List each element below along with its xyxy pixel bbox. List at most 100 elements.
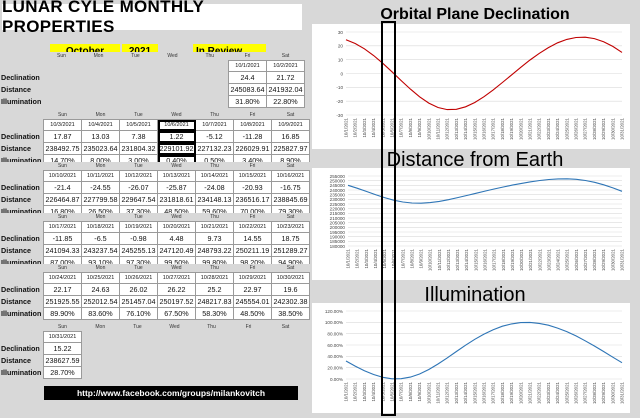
day-name: Sun <box>43 162 82 171</box>
x-tick-label: 10/11/2021 <box>436 381 441 403</box>
date-row: 10/3/2021 10/4/2021 10/5/2021 10/6/2021 10/7… <box>0 119 310 131</box>
day-name: Sat <box>271 162 310 171</box>
declination-cell: 15.22 <box>43 342 82 355</box>
x-tick-label: 10/12/2021 <box>445 381 450 404</box>
y-tick-label: 30 <box>338 30 344 35</box>
declination-cell: -26.07 <box>119 181 158 194</box>
distance-cell <box>230 354 267 367</box>
declination-cell: 22.97 <box>233 283 272 296</box>
y-tick-label: 220000 <box>330 206 346 211</box>
declination-cell: 26.02 <box>119 283 158 296</box>
x-tick-label: 10/8/2021 <box>408 381 413 401</box>
y-tick-label: -20 <box>336 99 343 104</box>
distance-row-label: Distance <box>0 193 44 206</box>
day-name: Sat <box>266 52 305 61</box>
x-tick-label: 10/31/2021 <box>620 381 625 404</box>
illumination-cell <box>154 95 191 108</box>
date-cell: 10/2/2021 <box>266 60 305 72</box>
distance-row-label: Distance <box>0 295 44 308</box>
y-tick-label: 195000 <box>330 230 346 235</box>
x-tick-label: 10/16/2021 <box>482 117 487 140</box>
date-cell <box>81 331 119 343</box>
illumination-cell: 48.50% <box>233 307 272 320</box>
illumination-cell <box>81 366 119 379</box>
y-tick-label: 185000 <box>330 239 346 244</box>
day-name: Wed <box>157 162 196 171</box>
day-names-spacer <box>0 52 43 61</box>
x-tick-label: 10/7/2021 <box>399 381 404 401</box>
distance-cell: 238845.69 <box>271 193 310 206</box>
declination-cell: 21.72 <box>266 71 305 84</box>
date-row: 10/10/2021 10/11/2021 10/12/2021 10/13/2021… <box>0 170 310 182</box>
distance-cell: 241932.04 <box>266 83 305 96</box>
declination-row: Declination -21.4 -24.55 -26.07 -25.87 -24.08… <box>0 181 310 194</box>
date-cell: 10/31/2021 <box>43 331 82 343</box>
date-cell <box>117 60 154 72</box>
x-tick-label: 10/17/2021 <box>491 117 496 140</box>
facebook-url[interactable]: http://www.facebook.com/groups/milankovi… <box>44 386 298 400</box>
day-names-spacer <box>0 111 44 120</box>
day-name: Sat <box>271 213 310 222</box>
declination-cell: 22.17 <box>43 283 82 296</box>
y-tick-label: 250000 <box>330 178 346 183</box>
declination-cell <box>81 342 119 355</box>
distance-cell <box>81 354 119 367</box>
y-tick-label: 245000 <box>330 183 346 188</box>
illumination-cell <box>119 366 156 379</box>
declination-cell: 26.22 <box>157 283 196 296</box>
declination-row-label: Declination <box>0 71 43 84</box>
day-names-spacer <box>0 264 44 273</box>
day-name: Thu <box>195 162 234 171</box>
y-tick-label: 100.00% <box>325 320 343 325</box>
declination-cell <box>267 342 304 355</box>
illumination-chart: 0.00% 20.00% 40.00% 60.00% 80.00% 100.00% 120.… <box>325 309 625 404</box>
y-tick-label: 60.00% <box>327 343 343 348</box>
x-tick-label: 10/6/2021 <box>391 248 396 268</box>
x-tick-label: 10/14/2021 <box>463 381 468 404</box>
x-tick-label: 10/19/2021 <box>509 381 514 404</box>
y-tick-label: 20.00% <box>327 365 343 370</box>
x-tick-label: 10/29/2021 <box>601 381 606 404</box>
day-name: Fri <box>233 111 272 120</box>
x-tick-label: 10/3/2021 <box>362 381 367 401</box>
day-names-row: Sun Mon Tue Wed Thu Fri Sat <box>0 323 304 332</box>
x-tick-label: 10/28/2021 <box>592 248 597 271</box>
day-name: Thu <box>193 323 230 332</box>
distance-cell <box>267 354 304 367</box>
declination-cell: 1.22 <box>157 130 196 143</box>
date-cell: 10/27/2021 <box>157 272 196 284</box>
date-row-spacer <box>0 170 44 182</box>
x-tick-label: 10/23/2021 <box>546 381 551 404</box>
day-name: Sun <box>43 52 80 61</box>
distance-cell: 248793.22 <box>195 244 234 257</box>
date-row: 10/17/2021 10/18/2021 10/19/2021 10/20/2021… <box>0 221 310 233</box>
declination-row: Declination 15.22 <box>0 342 304 355</box>
illumination-cell <box>230 366 267 379</box>
declination-cell: -6.5 <box>81 232 120 245</box>
date-cell: 10/3/2021 <box>43 119 82 131</box>
day-names-row: Sun Mon Tue Wed Thu Fri Sat <box>0 162 310 171</box>
illumination-cell: 28.70% <box>43 366 82 379</box>
illumination-cell: 67.50% <box>157 307 196 320</box>
x-tick-label: 10/10/2021 <box>426 117 431 140</box>
x-tick-label: 10/18/2021 <box>500 117 505 140</box>
date-cell <box>80 60 117 72</box>
date-cell <box>191 60 229 72</box>
declination-row: Declination 24.4 21.72 <box>0 71 305 84</box>
x-tick-label: 10/6/2021 <box>390 381 395 401</box>
declination-chart: -30 -20 -10 0 10 20 30 10/1/2021 10/2/2021 10/3/2… <box>336 30 624 140</box>
declination-cell: -24.08 <box>195 181 234 194</box>
declination-cell <box>154 71 191 84</box>
declination-cell: 24.4 <box>228 71 267 84</box>
declination-cell: 25.2 <box>195 283 234 296</box>
x-tick-label: 10/29/2021 <box>601 248 606 271</box>
declination-cell: -11.28 <box>233 130 272 143</box>
illumination-row-label: Illumination <box>0 366 44 379</box>
day-names-row: Sun Mon Tue Wed Thu Fri Sat <box>0 264 310 273</box>
y-tick-label: 20 <box>338 44 344 49</box>
distance-cell <box>191 83 229 96</box>
distance-cell: 229647.54 <box>119 193 158 206</box>
x-tick-label: 10/3/2021 <box>364 248 369 268</box>
day-name: Wed <box>154 52 191 61</box>
illumination-cell: 58.30% <box>195 307 234 320</box>
